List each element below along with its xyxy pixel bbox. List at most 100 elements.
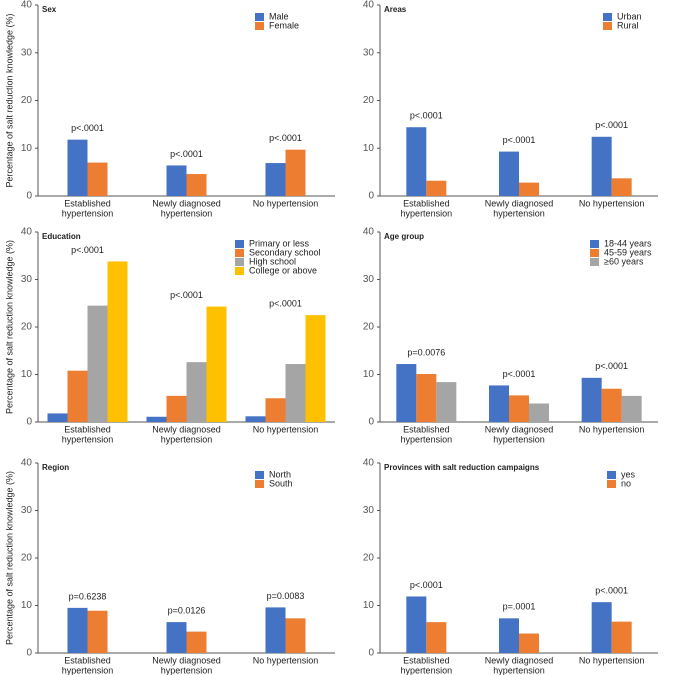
y-tick-label: 30: [363, 505, 375, 516]
y-tick-label: 40: [363, 458, 375, 469]
p-value: p<.0001: [503, 369, 536, 379]
x-tick-label: Newly diagnosed: [485, 424, 554, 434]
legend-swatch: [255, 13, 264, 21]
bar: [406, 127, 427, 196]
legend-label: Primary or less: [249, 238, 310, 248]
panel-title: Region: [42, 463, 69, 472]
p-value: p=0.0076: [407, 347, 445, 357]
legend-swatch: [235, 267, 244, 275]
bar: [285, 364, 306, 422]
y-tick-label: 40: [363, 227, 375, 238]
p-value: p<.0001: [595, 361, 628, 371]
bar: [265, 398, 286, 422]
legend-swatch: [255, 480, 264, 488]
legend-label: High school: [249, 256, 296, 266]
x-tick-label: Established: [64, 424, 111, 434]
x-tick-label: No hypertension: [253, 424, 319, 434]
y-tick-label: 40: [363, 0, 375, 11]
bar: [489, 385, 509, 422]
p-value: p<.0001: [71, 123, 104, 133]
y-tick-label: 20: [363, 322, 375, 333]
y-tick-label: 0: [26, 417, 32, 428]
legend-label: Female: [269, 20, 299, 30]
panel: 0 10 20 30 40 Percentage of salt reduction kn…: [4, 227, 335, 444]
bar: [206, 306, 227, 422]
p-value: p=0.0083: [267, 591, 305, 601]
y-tick-label: 10: [363, 369, 375, 380]
legend-swatch: [590, 258, 599, 266]
legend-label: Secondary school: [249, 247, 321, 257]
legend-label: South: [269, 478, 293, 488]
bar: [265, 163, 286, 196]
legend-label: 18-44 years: [604, 238, 652, 248]
x-tick-label: hypertension: [493, 208, 545, 218]
p-value: p=0.0126: [168, 606, 206, 616]
bar: [601, 388, 622, 422]
bar: [305, 315, 326, 422]
legend-swatch: [603, 22, 612, 30]
bar: [416, 374, 437, 422]
bar: [67, 370, 88, 422]
panel: 0 10 20 30 40 Percentage of salt reduction kn…: [4, 0, 335, 218]
y-tick-label: 40: [21, 0, 33, 11]
bar: [611, 621, 632, 653]
p-value: p<.0001: [410, 580, 443, 590]
bar: [426, 622, 447, 653]
p-value: p=0.6238: [69, 591, 107, 601]
legend-swatch: [590, 249, 599, 257]
y-tick-label: 30: [21, 47, 33, 58]
x-tick-label: hypertension: [493, 665, 545, 675]
x-tick-label: hypertension: [493, 434, 545, 444]
y-tick-label: 20: [21, 95, 33, 106]
x-tick-label: Established: [403, 424, 450, 434]
x-tick-label: Established: [64, 655, 111, 665]
legend-swatch: [590, 240, 599, 248]
p-value: p<.0001: [170, 290, 203, 300]
p-value: p<.0001: [595, 120, 628, 130]
y-tick-label: 10: [21, 369, 33, 380]
y-tick-label: 0: [368, 648, 374, 659]
y-tick-label: 0: [26, 648, 32, 659]
bar: [499, 618, 519, 653]
bar: [186, 631, 207, 653]
x-tick-label: hypertension: [401, 434, 453, 444]
legend-swatch: [607, 480, 616, 488]
bar: [47, 413, 68, 422]
x-tick-label: Newly diagnosed: [152, 198, 221, 208]
bar: [87, 305, 108, 422]
x-tick-label: Newly diagnosed: [152, 424, 221, 434]
y-tick-label: 20: [363, 553, 375, 564]
panel-title: Age group: [384, 232, 424, 241]
y-tick-label: 10: [363, 143, 375, 154]
bar: [166, 165, 187, 196]
bar: [426, 180, 447, 196]
bar: [67, 139, 88, 196]
bar: [581, 377, 602, 422]
legend-label: 45-59 years: [604, 247, 652, 257]
legend-swatch: [235, 249, 244, 257]
legend-label: Rural: [617, 20, 639, 30]
bar: [186, 174, 207, 196]
bar: [519, 182, 539, 196]
bar: [107, 261, 128, 422]
bar: [519, 633, 539, 653]
x-tick-label: Established: [64, 198, 111, 208]
y-tick-label: 0: [368, 417, 374, 428]
x-tick-label: hypertension: [401, 665, 453, 675]
legend-swatch: [255, 22, 264, 30]
x-tick-label: No hypertension: [253, 655, 319, 665]
y-tick-label: 0: [368, 191, 374, 202]
bar: [591, 602, 612, 653]
bar: [87, 162, 108, 196]
bar: [146, 416, 167, 422]
bar: [87, 610, 108, 653]
y-tick-label: 20: [21, 322, 33, 333]
legend-label: no: [621, 478, 631, 488]
x-tick-label: hypertension: [161, 208, 213, 218]
y-axis-label: Percentage of salt reduction knowledge (…: [4, 471, 14, 645]
y-tick-label: 20: [21, 553, 33, 564]
bar: [509, 395, 529, 422]
